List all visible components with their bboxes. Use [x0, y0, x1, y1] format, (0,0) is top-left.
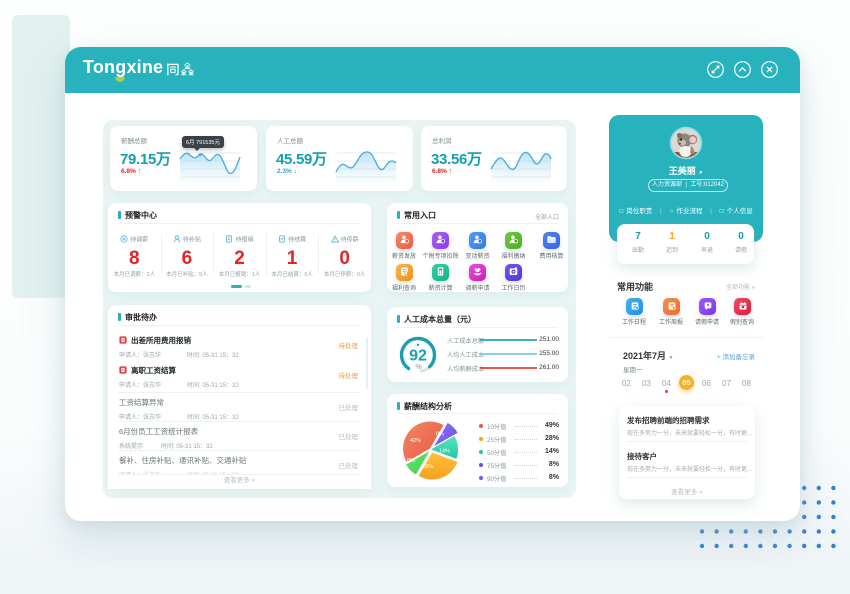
svg-text:%: % — [415, 364, 421, 371]
svg-text:14%: 14% — [439, 449, 450, 455]
svg-text:8%: 8% — [407, 458, 415, 464]
svg-text:8%: 8% — [436, 432, 444, 438]
svg-text:28%: 28% — [422, 464, 433, 470]
svg-text:42%: 42% — [410, 438, 421, 444]
svg-text:92: 92 — [409, 348, 427, 365]
